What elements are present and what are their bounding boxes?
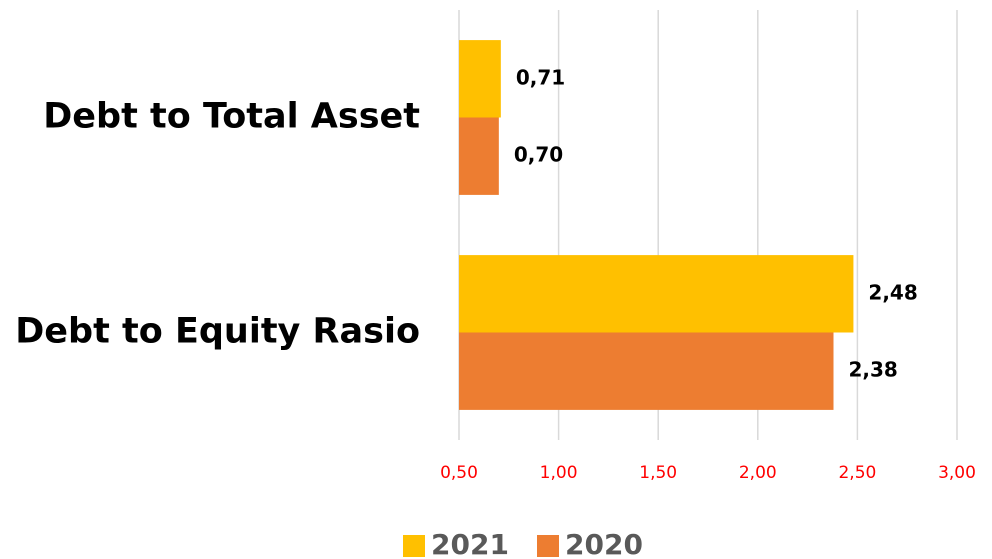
x-tick-label: 2,00 [739, 463, 777, 483]
bar [459, 40, 501, 118]
legend-swatch [403, 535, 425, 557]
value-label: 0,70 [514, 143, 563, 167]
value-label: 0,71 [516, 65, 565, 89]
category-label: Debt to Equity Rasio [15, 312, 420, 352]
value-label: 2,38 [848, 358, 897, 382]
legend-label: 2020 [565, 528, 643, 559]
bar [459, 255, 854, 333]
legend-swatch [537, 535, 559, 557]
bar [459, 117, 499, 195]
value-label: 2,48 [868, 280, 917, 304]
category-label: Debt to Total Asset [43, 97, 420, 137]
x-tick-label: 0,50 [440, 463, 478, 483]
x-tick-label: 2,50 [838, 463, 876, 483]
x-tick-label: 3,00 [938, 463, 976, 483]
bar [459, 332, 834, 410]
x-tick-label: 1,00 [540, 463, 578, 483]
x-tick-label: 1,50 [639, 463, 677, 483]
legend-label: 2021 [431, 528, 509, 559]
